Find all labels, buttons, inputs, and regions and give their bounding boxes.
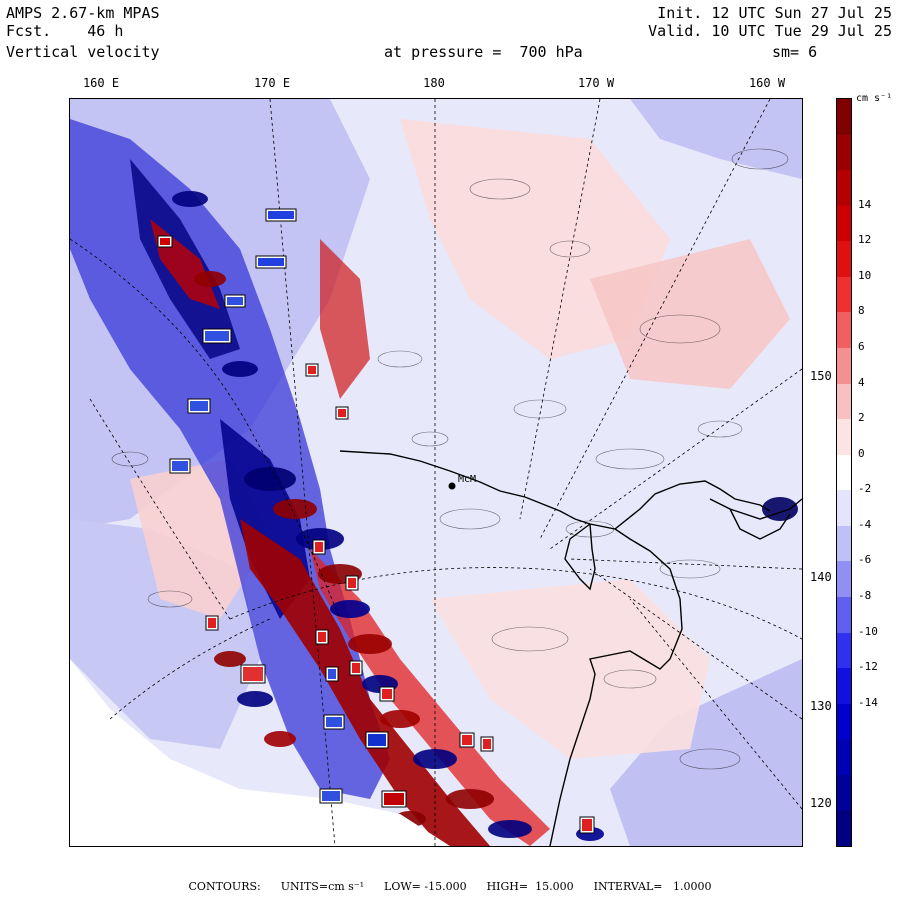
colorbar-segment	[837, 490, 851, 527]
interval-value: INTERVAL= 1.0000	[593, 880, 712, 893]
forecast-label: Fcst.	[6, 22, 52, 40]
lon-label-180: 180	[423, 76, 445, 90]
extrema-marker	[224, 294, 246, 308]
extrema-marker	[381, 790, 407, 808]
coastline	[339, 450, 802, 846]
extrema-marker	[349, 660, 363, 676]
colorbar-segment	[837, 276, 851, 313]
colorbar-segment	[837, 597, 851, 634]
station-label: McM	[458, 474, 476, 485]
station-marker	[448, 482, 456, 490]
valid-time: Valid. 10 UTC Tue 29 Jul 25	[648, 22, 892, 40]
extrema-marker	[305, 363, 319, 377]
colorbar-tick-label: -6	[858, 553, 872, 567]
map-panel: McM	[69, 98, 803, 847]
low-value: LOW= -15.000	[384, 880, 467, 893]
colorbar-tick-label: 10	[858, 268, 872, 282]
colorbar-segment	[837, 134, 851, 171]
extrema-markers	[157, 208, 595, 834]
extrema-marker	[157, 235, 173, 248]
colorbar-tick-label: 14	[858, 197, 872, 211]
colorbar-unit: cm s⁻¹	[856, 93, 893, 104]
colorbar-tick-label: -10	[858, 624, 878, 638]
field-layer	[70, 99, 802, 846]
extrema-marker	[255, 255, 287, 269]
vertical-velocity-map: McM	[70, 99, 802, 846]
extrema-marker	[205, 615, 219, 631]
extrema-marker	[265, 208, 297, 222]
colorbar-tick-label: -12	[858, 660, 878, 674]
extrema-marker	[323, 714, 345, 730]
lon-label-160e: 160 E	[82, 76, 120, 90]
contour-info: CONTOURS: UNITS=cm s⁻¹ LOW= -15.000 HIGH= 1…	[0, 880, 900, 893]
contours-label: CONTOURS:	[188, 880, 261, 893]
forecast-hour: Fcst. 46 h	[6, 22, 123, 40]
extrema-marker	[315, 629, 329, 645]
model-title: AMPS 2.67-km MPAS	[6, 4, 160, 22]
extrema-marker	[202, 328, 232, 344]
colorbar-segment	[837, 561, 851, 598]
colorbar-tick-label: -4	[858, 517, 872, 531]
smoothing: sm= 6	[772, 43, 818, 61]
colorbar-tick-label: 0	[858, 446, 865, 460]
high-value: HIGH= 15.000	[486, 880, 574, 893]
colorbar-segment	[837, 525, 851, 562]
extrema-marker	[379, 686, 395, 702]
colorbar-segment	[837, 170, 851, 207]
units-label: UNITS=cm s⁻¹	[280, 880, 365, 893]
colorbar-tick-label: 6	[858, 340, 865, 353]
pressure-level: at pressure = 700 hPa	[384, 43, 583, 61]
extrema-marker	[579, 816, 595, 834]
colorbar-segment	[837, 383, 851, 420]
colorbar-segment	[837, 241, 851, 278]
field-name: Vertical velocity	[6, 43, 160, 61]
extrema-marker	[169, 458, 191, 474]
colorbar-segment	[837, 348, 851, 385]
colorbar-segment	[837, 419, 851, 456]
colorbar-segment	[837, 632, 851, 669]
colorbar	[836, 98, 852, 847]
colorbar-segment	[837, 774, 851, 811]
extrema-marker	[325, 666, 339, 682]
extrema-marker	[480, 736, 494, 752]
colorbar-segment	[837, 99, 851, 136]
colorbar-segment	[837, 312, 851, 349]
colorbar-segment	[837, 810, 851, 847]
colorbar-tick-label: 4	[858, 375, 865, 389]
lon-label-170e: 170 E	[253, 76, 291, 90]
colorbar-tick-label: -14	[858, 695, 878, 709]
extrema-marker	[319, 788, 343, 804]
colorbar-tick-label: 8	[858, 304, 865, 318]
lon-label-160w: 160 W	[748, 76, 786, 90]
colorbar-tick-label: -2	[858, 482, 872, 496]
colorbar-segment	[837, 668, 851, 705]
extrema-marker	[459, 732, 475, 748]
colorbar-segment	[837, 703, 851, 740]
colorbar-tick-label: -8	[858, 589, 872, 602]
forecast-value: 46 h	[87, 22, 124, 40]
extrema-marker	[187, 398, 211, 414]
colorbar-tick-label: 12	[858, 233, 872, 247]
colorbar-segment	[837, 205, 851, 242]
extrema-marker	[312, 539, 326, 555]
extrema-marker	[240, 664, 266, 684]
extrema-marker	[345, 575, 359, 591]
init-time: Init. 12 UTC Sun 27 Jul 25	[657, 4, 892, 22]
lon-label-170w: 170 W	[577, 76, 615, 90]
colorbar-segment	[837, 739, 851, 776]
colorbar-segment	[837, 454, 851, 491]
colorbar-tick-label: 2	[858, 411, 865, 425]
extrema-marker	[365, 731, 389, 749]
extrema-marker	[335, 406, 349, 420]
